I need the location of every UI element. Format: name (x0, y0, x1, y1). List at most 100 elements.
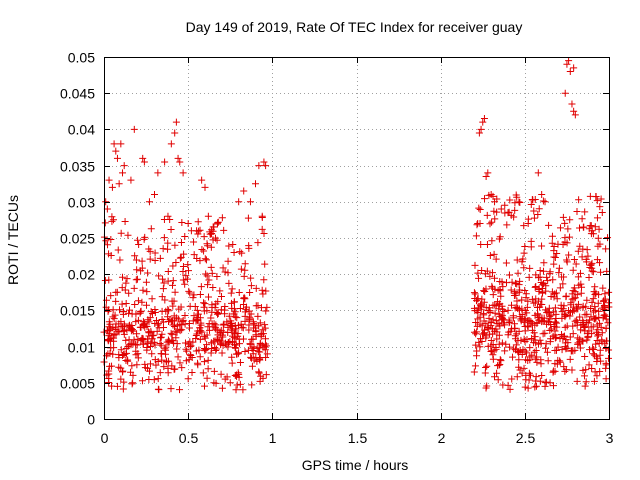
data-point (120, 327, 128, 335)
data-point (485, 314, 493, 322)
data-point (481, 287, 489, 295)
data-point (252, 180, 259, 188)
data-point (512, 341, 520, 349)
data-point (588, 267, 596, 275)
data-point (108, 213, 116, 221)
data-point (483, 382, 491, 390)
data-point (172, 118, 180, 126)
data-point (201, 334, 209, 342)
data-point (499, 316, 507, 324)
data-point (549, 367, 557, 375)
data-point (218, 214, 226, 222)
data-point (260, 276, 268, 284)
data-point (575, 339, 583, 347)
data-point (160, 279, 168, 287)
data-point (583, 310, 591, 318)
data-point (192, 332, 200, 340)
data-point (105, 176, 113, 184)
data-point (542, 287, 550, 295)
data-point (144, 338, 152, 346)
data-point (204, 242, 212, 250)
data-point (138, 257, 146, 265)
data-point (209, 283, 217, 291)
data-point (577, 321, 585, 329)
data-point (176, 158, 184, 166)
data-point (210, 367, 218, 375)
data-point (589, 308, 597, 316)
data-point (579, 316, 587, 324)
data-point (130, 125, 138, 133)
data-point (176, 386, 184, 394)
data-point (155, 272, 163, 280)
data-point (146, 247, 154, 255)
data-point (592, 314, 600, 322)
data-point (506, 196, 514, 204)
data-point (230, 249, 238, 257)
data-point (487, 319, 495, 327)
data-point (513, 256, 521, 264)
data-point (237, 265, 245, 273)
data-point (179, 276, 187, 284)
data-point (515, 198, 523, 206)
data-point (196, 314, 204, 322)
data-point (568, 100, 576, 108)
data-point (154, 169, 162, 177)
data-point (200, 358, 208, 366)
data-point (544, 308, 552, 316)
data-point (590, 315, 598, 323)
data-point (211, 304, 219, 312)
data-point (589, 344, 597, 352)
data-point (145, 329, 153, 337)
data-point (569, 322, 577, 330)
data-point (167, 140, 175, 148)
data-point (583, 318, 591, 326)
data-point (247, 354, 255, 362)
data-point (165, 307, 173, 315)
data-point (516, 199, 524, 207)
data-point (132, 276, 140, 284)
data-point (580, 372, 588, 380)
data-point (164, 239, 172, 247)
data-point (120, 162, 128, 170)
y-tick-label: 0.045 (60, 86, 95, 102)
data-point (236, 248, 244, 256)
data-point (134, 236, 142, 244)
data-point (259, 326, 267, 334)
data-point (573, 207, 581, 215)
data-point (246, 340, 254, 348)
data-point (504, 209, 512, 217)
data-point (496, 287, 504, 295)
data-point (219, 264, 227, 272)
data-point (200, 332, 208, 340)
data-point (587, 261, 595, 269)
data-point (558, 273, 566, 281)
data-point (144, 364, 152, 372)
y-tick-label: 0.035 (60, 159, 95, 175)
data-point (241, 260, 249, 268)
data-point (105, 250, 113, 258)
data-point (121, 286, 129, 294)
data-point (158, 350, 166, 358)
data-point (539, 281, 547, 289)
data-point (144, 316, 152, 324)
data-point (495, 320, 503, 328)
data-point (214, 310, 222, 318)
data-point (228, 353, 236, 361)
data-point (217, 331, 225, 339)
data-point (536, 273, 544, 281)
data-point (561, 89, 569, 97)
data-point (233, 350, 241, 358)
data-point (133, 275, 141, 283)
data-point (207, 349, 215, 357)
data-point (202, 256, 210, 264)
data-point (595, 340, 603, 348)
data-point (556, 358, 564, 366)
data-point (122, 356, 130, 364)
data-point (513, 303, 521, 311)
data-point (210, 323, 218, 331)
data-point (523, 303, 531, 311)
data-point (204, 365, 212, 373)
y-tick-label: 0.02 (68, 267, 95, 283)
data-point (117, 375, 125, 383)
data-point (511, 346, 519, 354)
